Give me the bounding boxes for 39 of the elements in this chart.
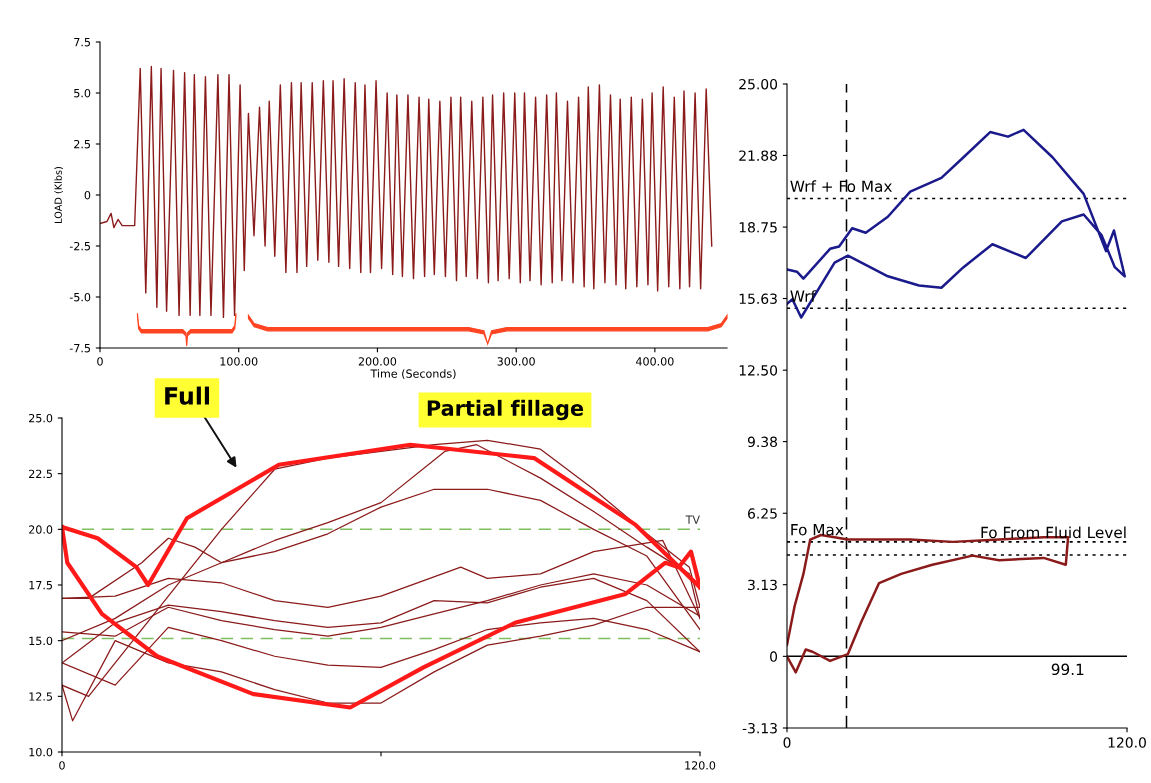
x-tick-label: 400.00 bbox=[635, 357, 674, 366]
y-tick-label: 12.5 bbox=[29, 692, 52, 701]
x-tick-label: 120.0 bbox=[685, 761, 716, 770]
y-tick-label: 5.0 bbox=[74, 88, 91, 98]
y-tick-label: 12.50 bbox=[739, 365, 778, 376]
annotation: Partial fillage bbox=[427, 399, 584, 421]
ref-line-label: Fo Max bbox=[791, 524, 844, 536]
y-tick-label: 21.88 bbox=[739, 150, 778, 161]
y-tick-label: 22.5 bbox=[29, 469, 52, 479]
y-tick-label: 0 bbox=[84, 190, 91, 200]
ref-line-label: Fo From Fluid Level bbox=[981, 526, 1126, 539]
y-tick-label: -3.13 bbox=[742, 722, 777, 734]
y-tick-label: 18.75 bbox=[739, 222, 777, 233]
y-tick-label: 17.5 bbox=[29, 581, 52, 590]
x-tick-label: 200.00 bbox=[358, 357, 397, 366]
y-tick-label: 15.0 bbox=[29, 636, 53, 646]
y-tick-label: 7.5 bbox=[74, 38, 90, 47]
y-tick-label: 9.38 bbox=[747, 436, 778, 448]
y-tick-label: 0 bbox=[770, 651, 778, 662]
y-tick-label: 3.13 bbox=[748, 579, 777, 591]
x-axis-title: Time (Seconds) bbox=[370, 369, 456, 380]
x-tick-label: 100.00 bbox=[220, 357, 258, 366]
y-tick-label: 25.0 bbox=[29, 413, 53, 423]
x-tick-label: 300.00 bbox=[497, 357, 535, 366]
x-tick-label: 120.0 bbox=[1108, 737, 1146, 748]
y-tick-label: 10.0 bbox=[29, 747, 53, 757]
text: Full bbox=[165, 386, 209, 405]
y-axis-title: LOAD (Klbs) bbox=[54, 167, 63, 223]
ref-line-label: TV bbox=[685, 515, 700, 524]
y-tick-label: 6.25 bbox=[748, 508, 777, 519]
y-tick-label: 25.00 bbox=[739, 78, 778, 90]
y-tick-label: -7.5 bbox=[69, 344, 90, 353]
y-tick-label: 15.63 bbox=[739, 293, 777, 304]
y-tick-label: 20.0 bbox=[29, 525, 53, 534]
y-tick-label: -2.5 bbox=[69, 241, 90, 251]
y-tick-label: 2.5 bbox=[74, 139, 90, 149]
annotation: 99.1 bbox=[1051, 663, 1084, 676]
x-tick-label: 0 bbox=[97, 357, 103, 366]
y-tick-label: -5.0 bbox=[69, 292, 91, 302]
